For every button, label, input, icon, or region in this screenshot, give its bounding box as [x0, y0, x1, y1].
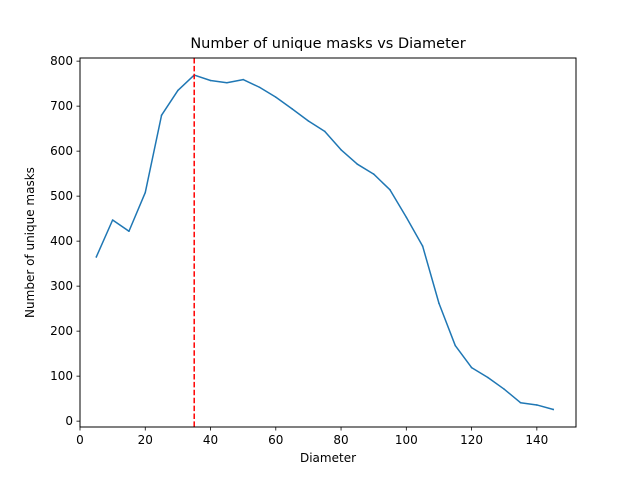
data-point	[438, 302, 440, 305]
y-tick-label: 100	[50, 369, 73, 383]
data-point	[536, 404, 538, 406]
y-tick-label: 800	[50, 54, 73, 68]
data-point	[128, 230, 130, 233]
data-point	[487, 376, 489, 379]
data-point	[340, 149, 342, 151]
data-point	[258, 86, 261, 89]
data-point	[372, 173, 375, 175]
y-tick-label: 300	[50, 279, 73, 293]
data-point	[111, 219, 114, 221]
data-point	[226, 81, 228, 84]
data-point	[144, 191, 147, 194]
x-tick-label: 60	[268, 433, 283, 447]
x-tick-label: 40	[203, 433, 218, 447]
axes-frame	[79, 57, 577, 428]
x-tick-label: 140	[525, 433, 548, 447]
data-point	[274, 96, 277, 98]
plot-area	[95, 58, 555, 427]
data-point	[356, 163, 359, 165]
data-point	[552, 408, 554, 411]
y-tick-label: 600	[50, 144, 73, 158]
axis-ticks: 0 20 40 60 80 100 120 140 0 100 200 300 400 500 600 700…	[50, 54, 548, 447]
y-tick-label: 700	[50, 99, 73, 113]
x-tick-label: 120	[460, 433, 483, 447]
data-point	[470, 366, 473, 369]
data-point	[209, 79, 212, 82]
x-tick-label: 80	[333, 433, 348, 447]
data-point	[307, 120, 310, 122]
data-point	[519, 401, 522, 404]
data-point	[242, 78, 244, 81]
data-point	[405, 216, 408, 219]
y-axis-label: Number of unique masks	[23, 167, 37, 318]
y-tick-label: 0	[65, 414, 73, 428]
x-tick-label: 100	[395, 433, 418, 447]
data-point	[323, 130, 326, 133]
y-tick-label: 500	[50, 189, 73, 203]
data-point	[160, 114, 163, 116]
data-point	[291, 108, 293, 110]
x-axis-label: Diameter	[300, 451, 356, 465]
data-point	[421, 245, 424, 247]
y-tick-label: 400	[50, 234, 73, 248]
data-point	[503, 388, 506, 391]
x-tick-label: 20	[138, 433, 153, 447]
data-point	[95, 256, 98, 258]
data-point	[177, 89, 179, 92]
data-point	[454, 344, 457, 347]
y-tick-label: 200	[50, 324, 73, 338]
chart-title: Number of unique masks vs Diameter	[190, 36, 465, 52]
x-tick-label: 0	[76, 433, 84, 447]
data-point	[389, 189, 391, 191]
